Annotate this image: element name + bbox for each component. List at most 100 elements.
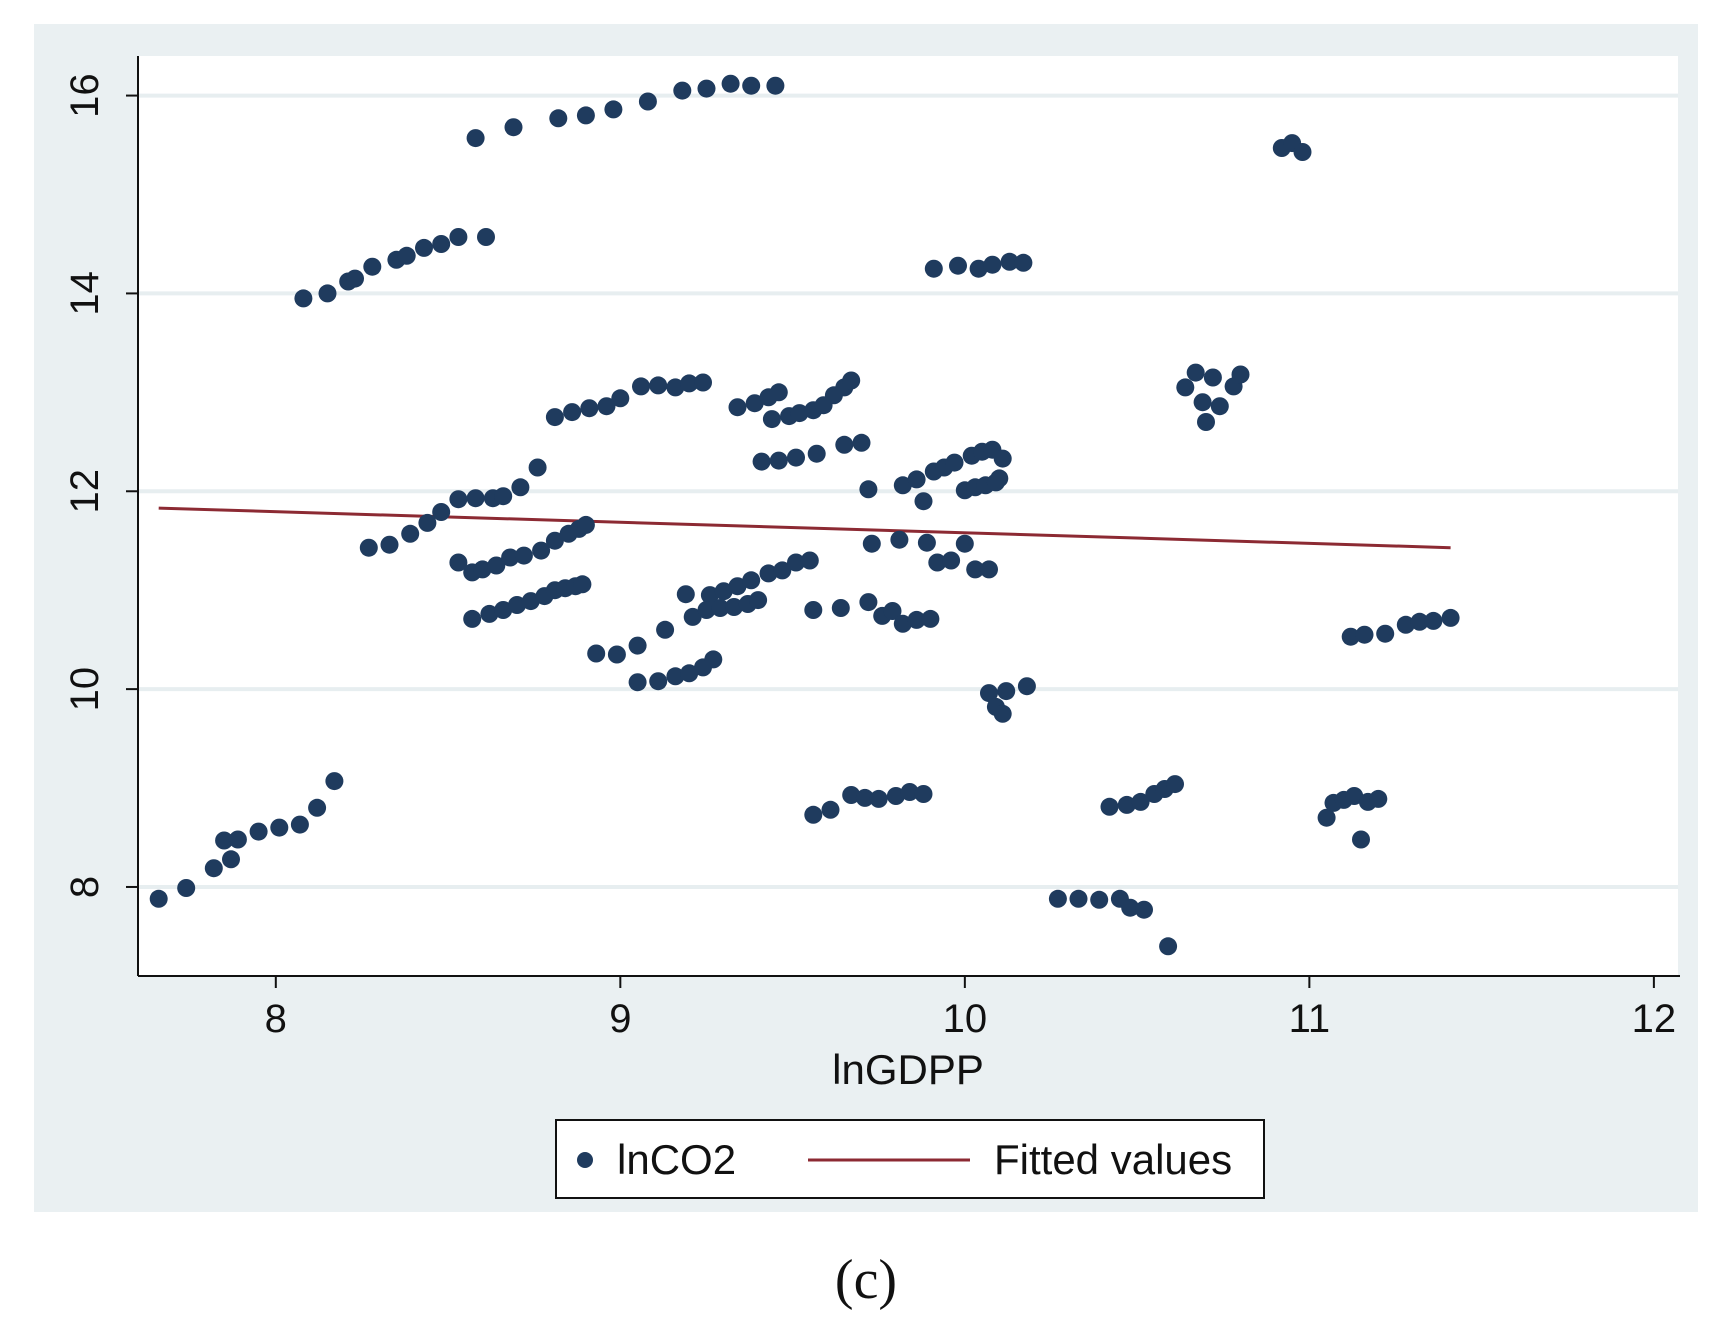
lnco2-point-6	[249, 822, 268, 841]
lnco2-point-177	[1117, 795, 1136, 814]
lnco2-point-163	[1014, 253, 1033, 272]
lnco2-point-2	[204, 859, 223, 878]
lnco2-point-22	[466, 129, 485, 148]
lnco2-point-1	[177, 879, 196, 897]
lnco2-point-201	[1355, 625, 1374, 644]
lnco2-point-106	[790, 404, 809, 423]
lnco2-point-206	[1441, 608, 1460, 627]
lnco2-point-64	[573, 575, 592, 594]
lnco2-point-87	[787, 553, 805, 572]
lnco2-point-12	[318, 284, 337, 303]
lnco2-point-67	[580, 399, 599, 418]
lnco2-point-43	[528, 458, 547, 477]
lnco2-point-76	[607, 645, 626, 664]
lnco2-point-126	[921, 609, 940, 628]
scatter-points	[149, 74, 1460, 956]
lnco2-point-193	[1317, 808, 1336, 827]
lnco2-point-137	[917, 533, 936, 552]
lnco2-point-86	[773, 561, 792, 580]
lnco2-point-5	[228, 830, 247, 849]
lnco2-point-55	[463, 609, 482, 628]
lnco2-point-38	[449, 490, 468, 509]
lnco2-point-35	[401, 524, 420, 543]
lnco2-point-176	[1100, 797, 1119, 816]
lnco2-point-47	[487, 556, 506, 575]
lnco2-point-0	[149, 889, 168, 908]
lnco2-point-97	[725, 598, 743, 616]
lnco2-point-119	[804, 601, 823, 619]
lnco2-point-17	[397, 246, 416, 265]
lnco2-point-132	[886, 787, 905, 805]
lnco2-point-134	[914, 785, 933, 803]
y-axis-ticks: 8 10 12 14 16	[63, 73, 138, 898]
lnco2-point-157	[993, 449, 1012, 468]
y-tick-label-12: 12	[63, 469, 107, 513]
lnco2-point-84	[742, 571, 761, 590]
lnco2-point-79	[683, 607, 702, 626]
lnco2-point-169	[1048, 889, 1067, 908]
lnco2-point-127	[804, 805, 823, 824]
lnco2-point-77	[628, 636, 647, 655]
lnco2-point-7	[270, 818, 289, 837]
lnco2-point-112	[752, 452, 771, 471]
lnco2-point-199	[1369, 789, 1388, 808]
lnco2-point-115	[807, 444, 826, 463]
lnco2-point-44	[449, 553, 468, 572]
lnco2-point-28	[673, 81, 692, 100]
lnco2-point-56	[480, 604, 499, 623]
lnco2-point-88	[800, 551, 819, 570]
lnco2-point-33	[359, 538, 378, 557]
lnco2-point-58	[508, 596, 526, 614]
lnco2-point-59	[521, 592, 540, 611]
lnco2-point-170	[1069, 889, 1088, 908]
lnco2-point-39	[466, 489, 485, 508]
lnco2-point-42	[511, 478, 530, 497]
lnco2-point-136	[890, 530, 909, 549]
lnco2-point-101	[745, 394, 764, 413]
y-tick-label-8: 8	[63, 876, 107, 898]
lnco2-point-120	[831, 599, 850, 617]
legend-label-lnco2: lnCO2	[617, 1136, 736, 1183]
lnco2-point-3	[215, 831, 234, 850]
lnco2-point-174	[1135, 900, 1153, 919]
lnco2-point-31	[742, 76, 761, 95]
lnco2-point-203	[1396, 615, 1415, 634]
lnco2-point-66	[563, 403, 582, 422]
fitted-line-layer	[158, 506, 1451, 550]
lnco2-point-125	[907, 610, 926, 629]
lnco2-point-4	[222, 850, 240, 869]
lnco2-point-168	[1017, 677, 1036, 696]
lnco2-point-18	[415, 238, 433, 257]
lnco2-point-160	[969, 259, 988, 278]
lnco2-point-205	[1424, 611, 1443, 630]
lnco2-point-128	[821, 800, 840, 819]
lnco2-point-178	[1131, 792, 1150, 811]
lnco2-point-100	[728, 398, 747, 417]
lnco2-point-85	[759, 564, 778, 583]
lnco2-point-71	[649, 376, 668, 395]
lnco2-point-48	[501, 548, 520, 567]
lnco2-point-148	[945, 453, 964, 472]
lnco2-point-91	[666, 667, 685, 686]
lnco2-point-204	[1410, 612, 1429, 631]
lnco2-point-34	[380, 535, 399, 554]
lnco2-point-153	[990, 469, 1009, 488]
lnco2-point-145	[914, 492, 933, 511]
lnco2-point-51	[545, 531, 564, 550]
lnco2-point-82	[714, 582, 733, 601]
lnco2-point-166	[993, 704, 1012, 723]
lnco2-point-189	[1231, 365, 1250, 384]
x-tick-label-9: 9	[609, 997, 631, 1041]
lnco2-point-184	[1193, 393, 1212, 412]
lnco2-point-104	[762, 410, 781, 429]
lnco2-point-80	[676, 585, 695, 604]
lnco2-point-94	[704, 650, 723, 669]
lnco2-point-68	[597, 397, 616, 416]
x-tick-label-12: 12	[1632, 997, 1677, 1041]
lnco2-point-11	[294, 289, 313, 308]
lnco2-point-192	[1293, 143, 1312, 161]
lnco2-point-57	[494, 601, 513, 619]
lnco2-point-143	[893, 476, 912, 495]
lnco2-point-140	[955, 534, 974, 553]
lnco2-point-182	[1176, 378, 1195, 397]
